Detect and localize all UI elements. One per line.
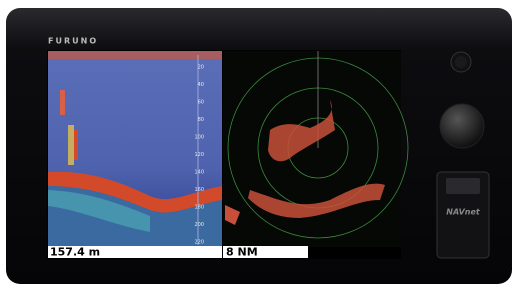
depth-scale-label: 140 xyxy=(194,170,204,176)
fish-echo xyxy=(60,90,65,115)
depth-scale-label: 220 xyxy=(194,240,204,246)
device-photo: FURUNO 157.4 m 8 NM NAVnet 20 40 60 80 100 12… xyxy=(0,0,518,288)
range-readout: 8 NM xyxy=(226,246,258,259)
depth-scale-label: 120 xyxy=(194,152,204,158)
fish-echo xyxy=(68,125,74,165)
logo: NAVnet xyxy=(446,208,481,217)
fish-echo xyxy=(74,130,78,160)
depth-scale-label: 100 xyxy=(194,135,204,141)
depth-scale-label: 180 xyxy=(194,205,204,211)
depth-scale-label: 20 xyxy=(198,65,204,71)
rotary-knob[interactable] xyxy=(440,104,484,148)
power-button-center xyxy=(455,56,467,68)
depth-readout: 157.4 m xyxy=(50,246,100,259)
depth-scale-label: 40 xyxy=(198,82,204,88)
depth-scale-label: 160 xyxy=(194,187,204,193)
depth-scale-label: 80 xyxy=(198,117,204,123)
radar: 8 NM xyxy=(223,51,408,259)
brand: FURUNO xyxy=(48,37,98,46)
radar-bg xyxy=(223,51,401,247)
card-cover xyxy=(446,178,480,194)
page: FURUNO 157.4 m 8 NM NAVnet 20 40 60 80 100 12… xyxy=(0,0,518,288)
depth-scale-label: 200 xyxy=(194,222,204,228)
depth-scale-label: 60 xyxy=(198,100,204,106)
surface xyxy=(48,51,222,59)
